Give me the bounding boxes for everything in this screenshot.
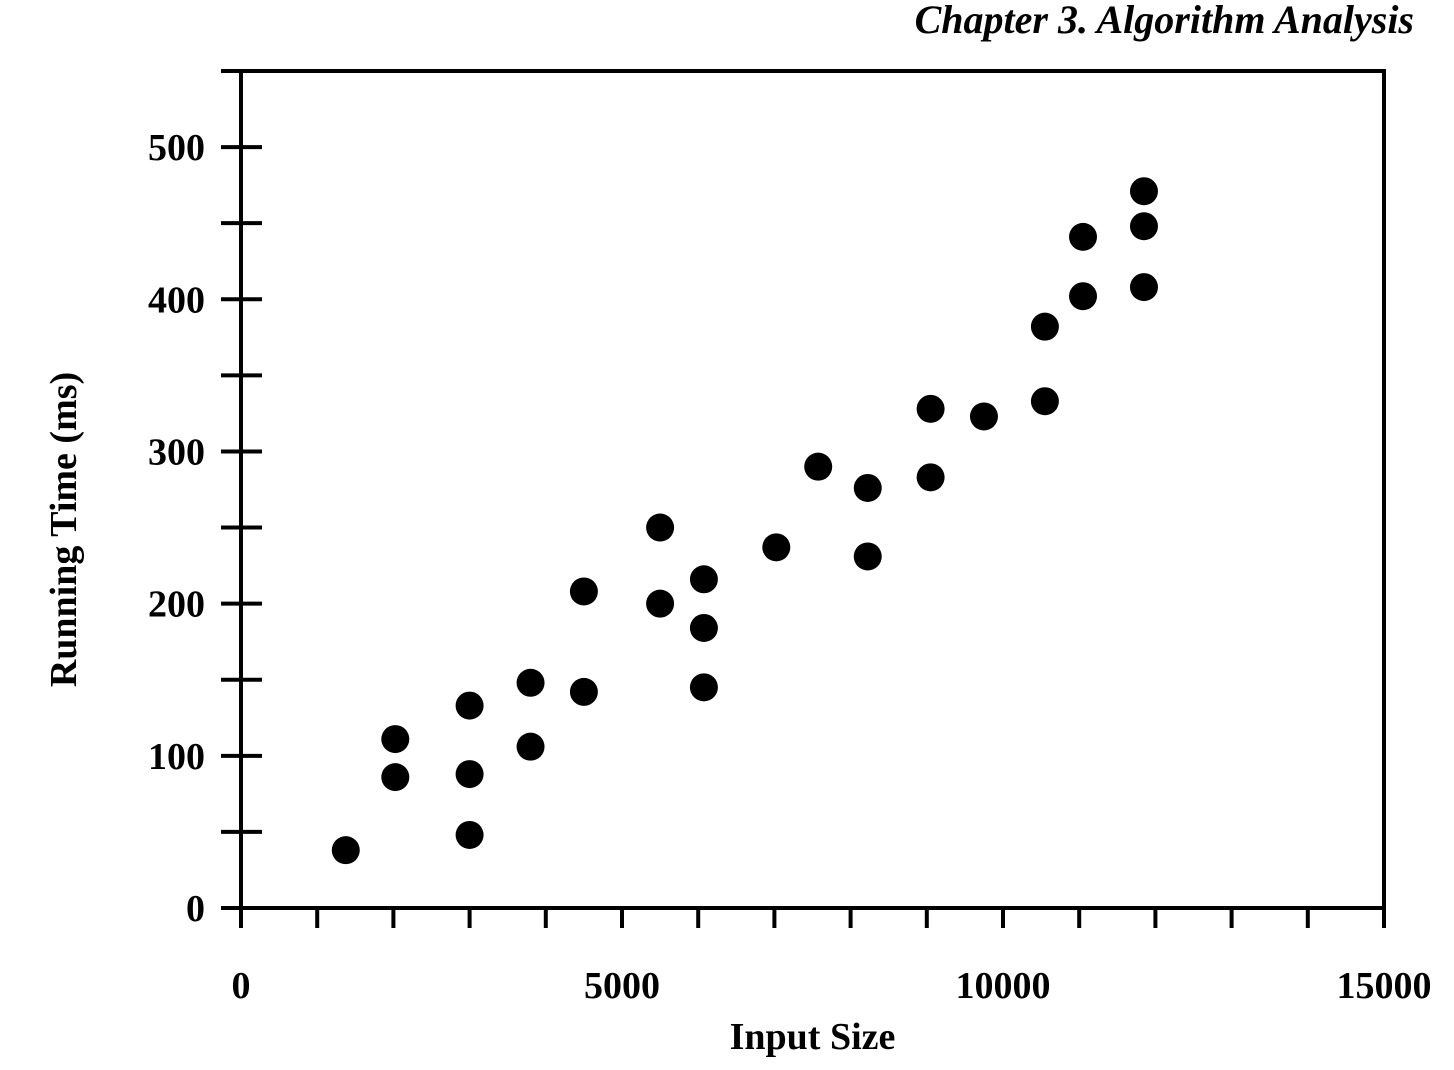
y-tick-label: 200 bbox=[148, 584, 205, 626]
data-point bbox=[569, 577, 598, 606]
axes-group bbox=[221, 69, 1386, 928]
data-point bbox=[804, 452, 833, 481]
y-tick-label: 300 bbox=[148, 431, 205, 473]
data-point bbox=[569, 677, 598, 706]
x-tick-label: 10000 bbox=[956, 965, 1051, 1007]
data-point bbox=[1069, 222, 1098, 251]
data-point bbox=[1030, 312, 1059, 341]
data-point bbox=[331, 836, 360, 865]
x-tick-label: 5000 bbox=[584, 965, 660, 1007]
data-point bbox=[381, 725, 410, 754]
data-point bbox=[1030, 387, 1059, 416]
y-axis-title: Running Time (ms) bbox=[43, 372, 85, 687]
ticks-group bbox=[221, 69, 1386, 928]
data-point bbox=[646, 589, 675, 618]
x-axis-title: Input Size bbox=[730, 1016, 896, 1058]
data-point bbox=[381, 763, 410, 792]
data-point bbox=[1069, 282, 1098, 311]
data-point bbox=[1129, 177, 1158, 206]
data-point bbox=[646, 513, 675, 542]
x-tick-label: 0 bbox=[232, 965, 251, 1007]
y-tick-label: 500 bbox=[148, 127, 205, 169]
running-header: Chapter 3. Algorithm Analysis bbox=[914, 0, 1414, 42]
data-point bbox=[455, 820, 484, 849]
data-point bbox=[853, 473, 882, 502]
data-point bbox=[969, 402, 998, 431]
data-point bbox=[853, 542, 882, 571]
y-tick-label: 100 bbox=[148, 736, 205, 778]
data-point bbox=[762, 533, 791, 562]
points-group bbox=[331, 177, 1158, 865]
y-tick-label: 400 bbox=[148, 279, 205, 321]
data-point bbox=[455, 760, 484, 789]
x-tick-label: 15000 bbox=[1337, 965, 1432, 1007]
data-point bbox=[916, 394, 945, 423]
data-point bbox=[689, 673, 718, 702]
data-point bbox=[689, 613, 718, 642]
data-point bbox=[1129, 212, 1158, 241]
data-point bbox=[689, 565, 718, 594]
data-point bbox=[516, 732, 545, 761]
data-point bbox=[916, 463, 945, 492]
data-point bbox=[1129, 273, 1158, 302]
data-point bbox=[516, 668, 545, 697]
y-tick-label: 0 bbox=[186, 888, 205, 930]
data-point bbox=[455, 691, 484, 720]
